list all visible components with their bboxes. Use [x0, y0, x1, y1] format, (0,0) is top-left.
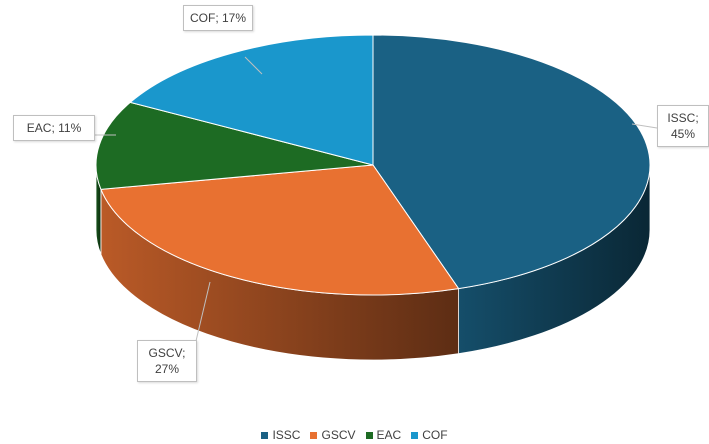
leader-line — [631, 123, 658, 129]
data-label: COF; 17% — [183, 5, 253, 31]
slice — [372, 34, 651, 290]
data-label: GSCV; 27% — [137, 340, 197, 382]
leader-line — [244, 56, 263, 75]
legend-swatch — [365, 431, 373, 439]
leader-lines — [95, 56, 658, 342]
legend: ISSC GSCV EAC COF — [0, 428, 709, 442]
legend-label: GSCV — [321, 428, 356, 442]
leader-line — [195, 281, 211, 342]
pie-tops — [95, 34, 651, 296]
slice — [100, 164, 460, 296]
legend-label: ISSC — [272, 428, 301, 442]
legend-item: ISSC — [261, 428, 300, 442]
legend-item: COF — [411, 428, 448, 442]
legend-label: EAC — [376, 428, 402, 442]
slice — [129, 34, 374, 166]
legend-label: COF — [422, 428, 448, 442]
legend-item: EAC — [365, 428, 402, 442]
legend-swatch — [261, 431, 269, 439]
slice — [95, 101, 374, 190]
data-label: EAC; 11% — [13, 115, 95, 141]
legend-item: GSCV — [310, 428, 356, 442]
legend-swatch — [411, 431, 419, 439]
legend-swatch — [310, 431, 318, 439]
data-label: ISSC; 45% — [657, 105, 709, 147]
